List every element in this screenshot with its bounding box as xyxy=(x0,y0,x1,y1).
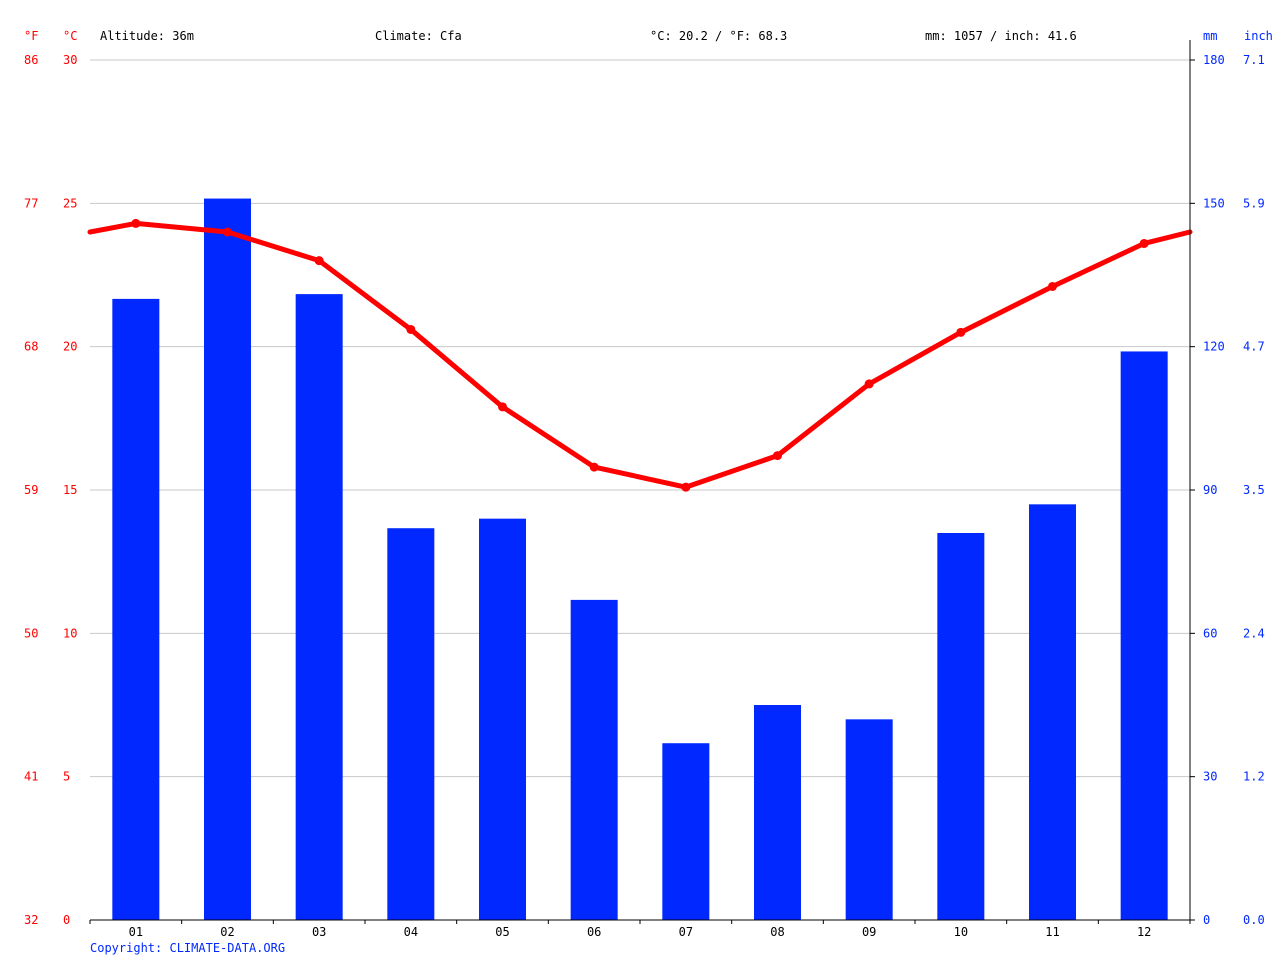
temperature-point xyxy=(864,379,874,389)
copyright-label: Copyright: CLIMATE-DATA.ORG xyxy=(90,941,285,955)
mm-tick-label: 30 xyxy=(1203,770,1217,784)
f-unit-label: °F xyxy=(24,29,38,43)
inch-tick-label: 4.7 xyxy=(1243,340,1265,354)
climate-label: Climate: Cfa xyxy=(375,29,462,43)
month-tick-label: 08 xyxy=(770,925,784,939)
mm-tick-label: 150 xyxy=(1203,196,1225,210)
precipitation-bar xyxy=(112,298,160,920)
c-tick-label: 30 xyxy=(63,53,77,67)
mm-tick-label: 0 xyxy=(1203,913,1210,927)
precipitation-bar xyxy=(387,528,435,920)
month-tick-label: 06 xyxy=(587,925,601,939)
temperature-line xyxy=(87,218,1193,492)
month-tick-label: 03 xyxy=(312,925,326,939)
mm-unit-label: mm xyxy=(1203,29,1217,43)
month-tick-label: 02 xyxy=(220,925,234,939)
f-tick-label: 50 xyxy=(24,626,38,640)
inch-tick-label: 7.1 xyxy=(1243,53,1265,67)
precipitation-bar xyxy=(479,518,526,920)
c-tick-label: 0 xyxy=(63,913,70,927)
temperature-average-label: °C: 20.2 / °F: 68.3 xyxy=(650,29,787,43)
month-tick-label: 09 xyxy=(862,925,876,939)
f-tick-label: 32 xyxy=(24,913,38,927)
c-tick-label: 5 xyxy=(63,770,70,784)
mm-tick-label: 180 xyxy=(1203,53,1225,67)
inch-unit-label: inch xyxy=(1244,29,1273,43)
c-unit-label: °C xyxy=(63,29,77,43)
grid-lines xyxy=(90,59,1190,778)
precipitation-bar xyxy=(570,599,618,920)
precipitation-bar xyxy=(204,198,251,921)
precipitation-bars xyxy=(112,198,1168,921)
c-tick-label: 20 xyxy=(63,340,77,354)
month-tick-label: 12 xyxy=(1137,925,1151,939)
temperature-point xyxy=(773,451,782,461)
mm-tick-label: 120 xyxy=(1203,340,1225,354)
inch-tick-label: 5.9 xyxy=(1243,196,1265,210)
precipitation-bar xyxy=(1029,504,1076,920)
month-tick-label: 05 xyxy=(495,925,509,939)
header: °F °C Altitude: 36m Climate: Cfa °C: 20.… xyxy=(24,29,1273,43)
precipitation-bar xyxy=(1120,351,1168,920)
axes xyxy=(89,40,1195,924)
temperature-point xyxy=(498,402,507,412)
c-tick-label: 25 xyxy=(63,196,77,210)
temperature-point xyxy=(131,218,141,228)
precipitation-bar xyxy=(937,533,985,920)
precipitation-bar xyxy=(295,294,343,921)
c-tick-label: 10 xyxy=(63,626,77,640)
f-tick-label: 41 xyxy=(24,770,38,784)
month-tick-label: 07 xyxy=(679,925,693,939)
temperature-point xyxy=(589,462,599,472)
temperature-point xyxy=(1139,238,1149,248)
inch-tick-label: 2.4 xyxy=(1243,626,1265,640)
c-tick-label: 15 xyxy=(63,483,77,497)
month-tick-label: 10 xyxy=(954,925,968,939)
month-tick-label: 01 xyxy=(129,925,143,939)
precipitation-total-label: mm: 1057 / inch: 41.6 xyxy=(925,29,1077,43)
precipitation-bar xyxy=(662,743,710,920)
mm-tick-label: 60 xyxy=(1203,626,1217,640)
inch-tick-label: 0.0 xyxy=(1243,913,1265,927)
altitude-label: Altitude: 36m xyxy=(100,29,194,43)
temperature-point xyxy=(681,482,691,492)
temperature-point xyxy=(956,327,966,337)
mm-tick-label: 90 xyxy=(1203,483,1217,497)
f-tick-label: 86 xyxy=(24,53,38,67)
tick-labels: 32 0 0 0.041 5 30 1.250 10 60 2.459 15 90 3.568 20 120… xyxy=(24,53,1265,939)
inch-tick-label: 3.5 xyxy=(1243,483,1265,497)
precipitation-bar xyxy=(845,719,893,920)
month-tick-label: 11 xyxy=(1045,925,1059,939)
temperature-polyline xyxy=(87,220,1193,490)
f-tick-label: 77 xyxy=(24,196,38,210)
month-tick-label: 04 xyxy=(404,925,418,939)
inch-tick-label: 1.2 xyxy=(1243,770,1265,784)
precipitation-bar xyxy=(754,705,801,920)
temperature-point xyxy=(223,227,232,237)
temperature-point xyxy=(406,324,416,334)
temperature-point xyxy=(314,256,324,266)
f-tick-label: 68 xyxy=(24,340,38,354)
temperature-point xyxy=(1048,281,1057,291)
f-tick-label: 59 xyxy=(24,483,38,497)
